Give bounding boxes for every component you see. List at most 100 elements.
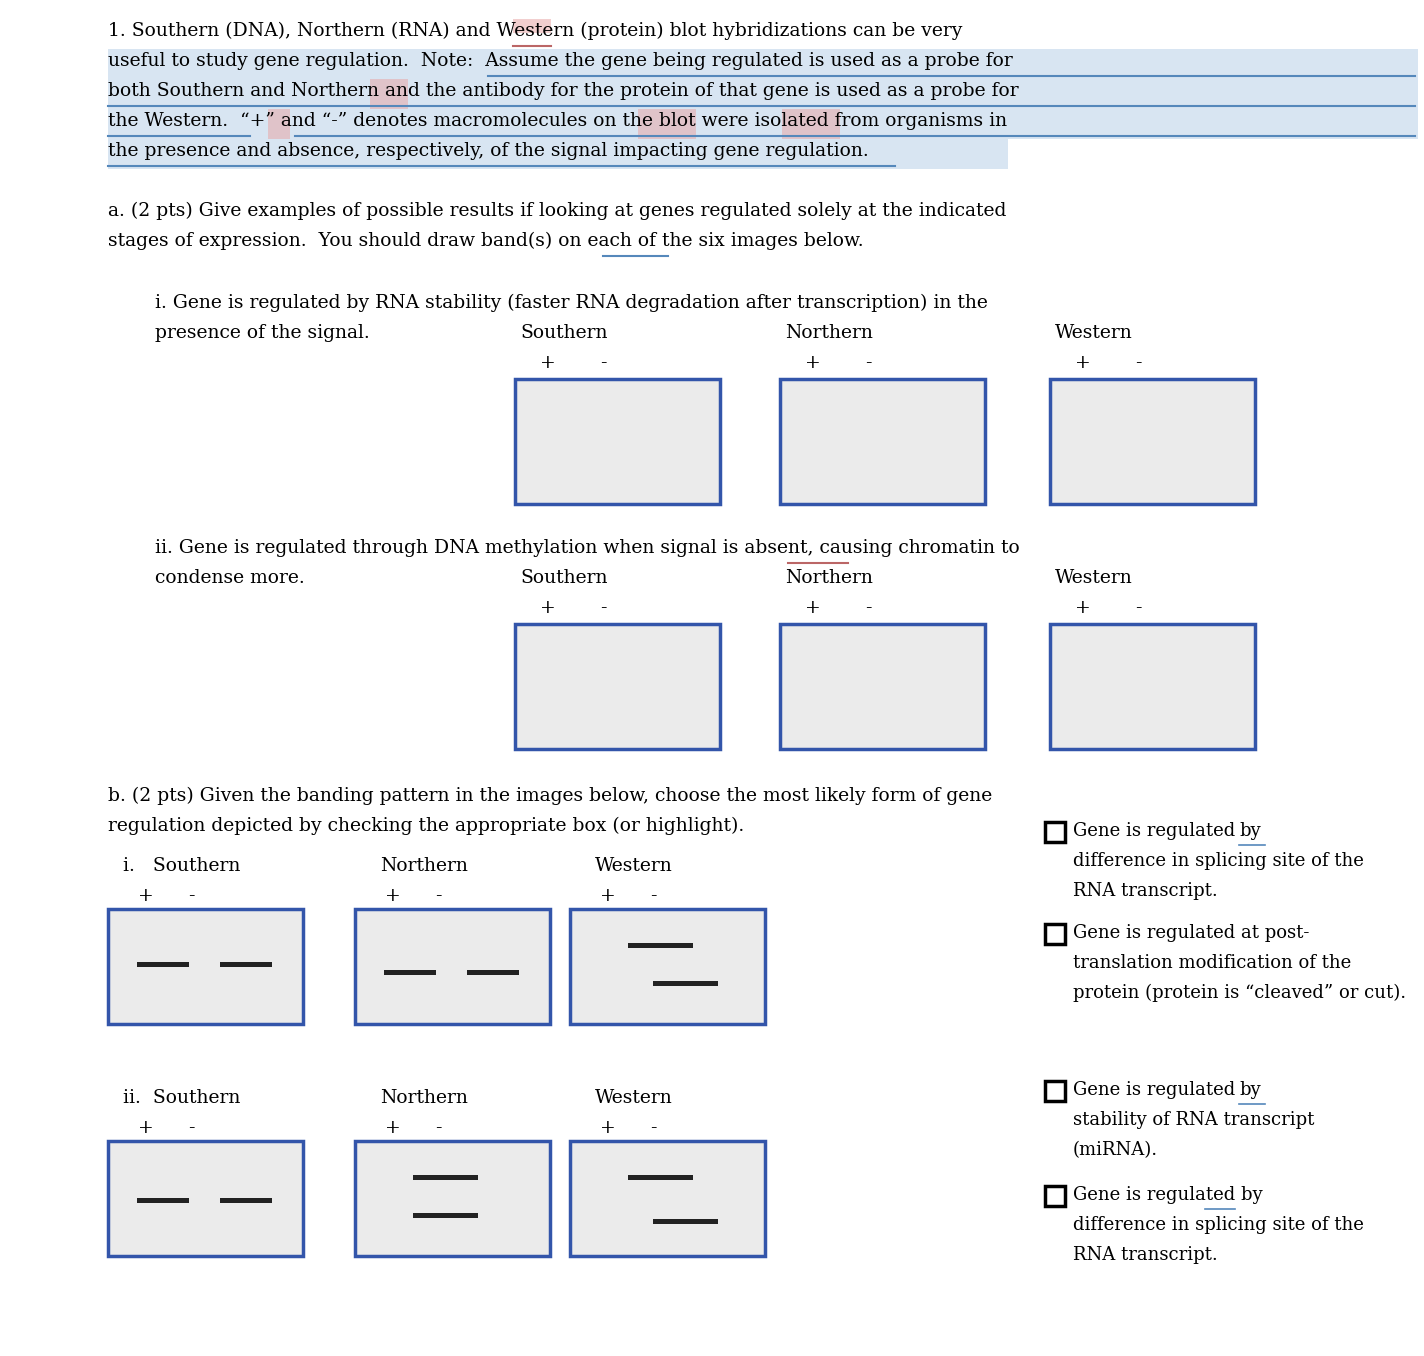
Text: Southern: Southern bbox=[520, 324, 608, 342]
Text: useful to study gene regulation.  Note:  Assume the gene being regulated is used: useful to study gene regulation. Note: A… bbox=[108, 52, 1012, 71]
Text: +: + bbox=[138, 1119, 154, 1136]
Text: -: - bbox=[649, 887, 656, 904]
Text: ii. Gene is regulated through DNA methylation when signal is absent, causing chr: ii. Gene is regulated through DNA methyl… bbox=[155, 538, 1020, 557]
Bar bbox=[570, 909, 765, 1024]
Text: both Southern and Northern and the antibody for the protein of that gene is used: both Southern and Northern and the antib… bbox=[108, 81, 1018, 100]
Text: presence of the signal.: presence of the signal. bbox=[155, 324, 370, 342]
Bar bbox=[652, 982, 718, 986]
Bar bbox=[370, 79, 409, 108]
Bar bbox=[355, 1140, 550, 1256]
Text: -: - bbox=[649, 1119, 656, 1136]
Text: difference in splicing site of the: difference in splicing site of the bbox=[1074, 852, 1364, 871]
Text: +: + bbox=[600, 887, 615, 904]
Bar bbox=[628, 944, 692, 948]
Text: +: + bbox=[600, 1119, 615, 1136]
Bar bbox=[137, 1199, 189, 1203]
Text: Gene is regulated at post-: Gene is regulated at post- bbox=[1074, 923, 1310, 942]
Text: Gene is regulated: Gene is regulated bbox=[1074, 1081, 1240, 1098]
Text: -: - bbox=[600, 599, 607, 617]
Text: -: - bbox=[600, 354, 607, 372]
Bar bbox=[219, 1199, 272, 1203]
Text: Northern: Northern bbox=[785, 570, 873, 587]
Text: translation modification of the: translation modification of the bbox=[1074, 955, 1351, 972]
Text: +: + bbox=[1075, 599, 1091, 617]
Text: protein (protein is “cleaved” or cut).: protein (protein is “cleaved” or cut). bbox=[1074, 984, 1405, 1002]
Text: i. Gene is regulated by RNA stability (faster RNA degradation after transcriptio: i. Gene is regulated by RNA stability (f… bbox=[155, 294, 988, 312]
Text: -: - bbox=[864, 354, 871, 372]
Text: +: + bbox=[540, 599, 555, 617]
Text: b. (2 pts) Given the banding pattern in the images below, choose the most likely: b. (2 pts) Given the banding pattern in … bbox=[108, 786, 993, 805]
Text: Northern: Northern bbox=[380, 1089, 468, 1106]
Text: by: by bbox=[1239, 1081, 1260, 1098]
Bar bbox=[513, 19, 551, 33]
Bar bbox=[108, 1140, 303, 1256]
Text: Gene is regulated: Gene is regulated bbox=[1074, 822, 1240, 839]
Text: RNA transcript.: RNA transcript. bbox=[1074, 1246, 1218, 1264]
Bar bbox=[355, 909, 550, 1024]
Bar bbox=[108, 909, 303, 1024]
Bar bbox=[1045, 1186, 1065, 1205]
Text: +: + bbox=[384, 887, 400, 904]
Bar bbox=[780, 378, 985, 504]
Bar bbox=[515, 624, 721, 749]
Bar bbox=[467, 970, 518, 975]
Text: -: - bbox=[434, 887, 441, 904]
Text: RNA transcript.: RNA transcript. bbox=[1074, 881, 1218, 900]
Text: Western: Western bbox=[1055, 570, 1132, 587]
Text: i.   Southern: i. Southern bbox=[122, 857, 241, 875]
Text: +: + bbox=[138, 887, 154, 904]
Text: difference in splicing site of the: difference in splicing site of the bbox=[1074, 1216, 1364, 1234]
Bar bbox=[137, 961, 189, 967]
Bar bbox=[268, 108, 290, 140]
Bar bbox=[1045, 1081, 1065, 1101]
Bar bbox=[782, 108, 840, 140]
Bar bbox=[780, 624, 985, 749]
Text: Gene is regulated by: Gene is regulated by bbox=[1074, 1186, 1263, 1204]
Text: +: + bbox=[1075, 354, 1091, 372]
Bar bbox=[219, 961, 272, 967]
Bar bbox=[570, 1140, 765, 1256]
Text: the presence and absence, respectively, of the signal impacting gene regulation.: the presence and absence, respectively, … bbox=[108, 142, 869, 160]
Text: Western: Western bbox=[595, 1089, 672, 1106]
Text: Southern: Southern bbox=[520, 570, 608, 587]
Text: +: + bbox=[384, 1119, 400, 1136]
Bar bbox=[384, 970, 436, 975]
Bar bbox=[108, 79, 1418, 108]
Text: -: - bbox=[864, 599, 871, 617]
Bar bbox=[628, 1176, 692, 1180]
Text: Northern: Northern bbox=[380, 857, 468, 875]
Bar bbox=[652, 1219, 718, 1224]
Text: (miRNA).: (miRNA). bbox=[1074, 1140, 1158, 1159]
Text: condense more.: condense more. bbox=[155, 570, 305, 587]
Bar bbox=[638, 108, 696, 140]
Text: +: + bbox=[540, 354, 555, 372]
Text: -: - bbox=[1135, 354, 1142, 372]
Bar bbox=[1049, 624, 1255, 749]
Text: ii.  Southern: ii. Southern bbox=[122, 1089, 241, 1106]
Bar bbox=[413, 1176, 477, 1180]
Text: Western: Western bbox=[595, 857, 672, 875]
Text: Western: Western bbox=[1055, 324, 1132, 342]
Text: +: + bbox=[805, 354, 820, 372]
Text: -: - bbox=[434, 1119, 441, 1136]
Text: 1. Southern (DNA), Northern (RNA) and Western (protein) blot hybridizations can : 1. Southern (DNA), Northern (RNA) and We… bbox=[108, 22, 963, 41]
Text: stability of RNA transcript: stability of RNA transcript bbox=[1074, 1111, 1314, 1130]
Text: -: - bbox=[188, 1119, 195, 1136]
Text: regulation depicted by checking the appropriate box (or highlight).: regulation depicted by checking the appr… bbox=[108, 818, 745, 835]
Bar bbox=[108, 49, 1418, 79]
Text: +: + bbox=[805, 599, 820, 617]
Text: a. (2 pts) Give examples of possible results if looking at genes regulated solel: a. (2 pts) Give examples of possible res… bbox=[108, 202, 1007, 220]
Bar bbox=[515, 378, 721, 504]
Bar bbox=[1045, 822, 1065, 842]
Text: the Western.  “+” and “-” denotes macromolecules on the blot were isolated from : the Western. “+” and “-” denotes macromo… bbox=[108, 113, 1007, 130]
Text: Northern: Northern bbox=[785, 324, 873, 342]
Bar bbox=[108, 140, 1008, 170]
Bar bbox=[108, 108, 1418, 140]
Bar bbox=[1049, 378, 1255, 504]
Text: stages of expression.  You should draw band(s) on each of the six images below.: stages of expression. You should draw ba… bbox=[108, 232, 863, 251]
Text: -: - bbox=[188, 887, 195, 904]
Bar bbox=[1045, 923, 1065, 944]
Text: -: - bbox=[1135, 599, 1142, 617]
Text: by: by bbox=[1239, 822, 1260, 839]
Bar bbox=[413, 1214, 477, 1218]
